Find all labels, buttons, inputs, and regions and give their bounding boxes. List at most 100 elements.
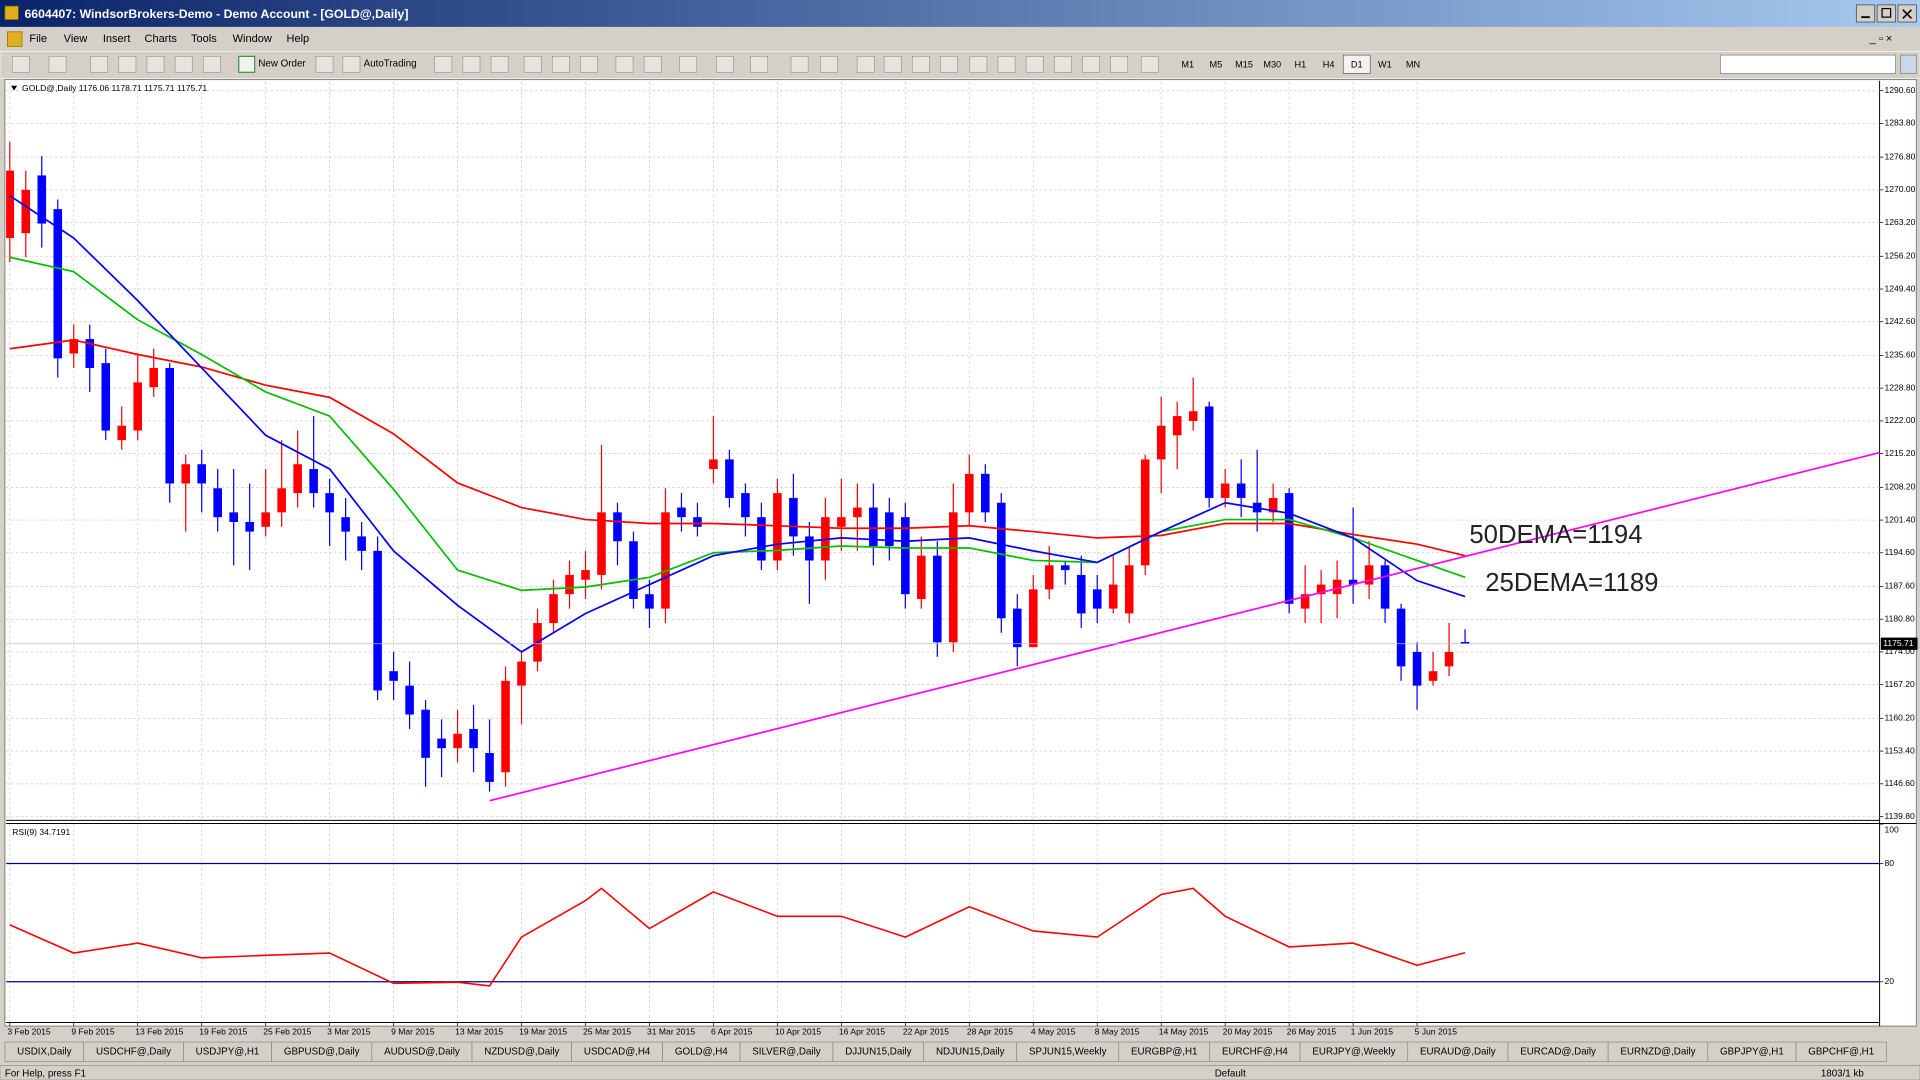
toolbar-button[interactable]	[462, 56, 481, 73]
toolbar-button[interactable]	[202, 56, 221, 73]
toolbar-button[interactable]	[679, 56, 698, 73]
tab[interactable]	[1795, 1041, 1887, 1062]
toolbar-button[interactable]	[1140, 56, 1159, 73]
toolbar-button[interactable]	[1110, 56, 1129, 73]
toolbar-button[interactable]	[315, 56, 334, 73]
toolbar-button[interactable]	[820, 56, 838, 73]
search-box[interactable]	[1720, 54, 1896, 74]
tab-label[interactable]: NDJUN15,Daily	[936, 1046, 1005, 1057]
toolbar-button[interactable]	[551, 56, 570, 73]
toolbar-button[interactable]	[90, 56, 109, 73]
candle-body	[37, 175, 47, 224]
toolbar-button[interactable]	[940, 56, 958, 73]
candle-body	[389, 671, 398, 681]
tab-label[interactable]: USDJPY@,H1	[196, 1046, 260, 1057]
candle-body	[357, 536, 366, 551]
toolbar-button[interactable]	[1025, 56, 1044, 73]
toolbar-button[interactable]	[997, 56, 1016, 73]
toolbar-button[interactable]	[523, 56, 542, 73]
candle-body	[309, 469, 318, 494]
toolbar-button[interactable]	[342, 56, 361, 73]
y-tick-label: 1187.60	[1884, 581, 1915, 591]
candle-body	[597, 512, 606, 575]
tab-label[interactable]: USDIX,Daily	[17, 1046, 71, 1057]
timeframe-button[interactable]: W1	[1378, 59, 1392, 69]
candle-body	[1156, 425, 1166, 460]
candle-body	[1364, 565, 1374, 585]
timeframe-button[interactable]: H1	[1295, 59, 1307, 69]
tab-label[interactable]: USDCAD@,H4	[584, 1046, 651, 1057]
toolbar-button[interactable]	[615, 56, 634, 73]
tab-label[interactable]: GBPJPY@,H1	[1720, 1046, 1784, 1057]
timeframe-button[interactable]: M15	[1235, 59, 1253, 69]
tab-label[interactable]: GOLD@,H4	[675, 1046, 728, 1057]
tab-label[interactable]: EURCHF@,H4	[1222, 1046, 1288, 1057]
menu-item[interactable]: Tools	[191, 33, 217, 45]
toolbar-button[interactable]	[716, 56, 734, 73]
y-tick-label: 1215.20	[1884, 448, 1915, 458]
menu-item[interactable]: Charts	[144, 33, 177, 45]
timeframe-button[interactable]: H4	[1323, 59, 1335, 69]
menu-item[interactable]: Help	[287, 33, 310, 45]
toolbar-button[interactable]	[883, 56, 902, 73]
tab-label[interactable]: SILVER@,Daily	[752, 1046, 821, 1057]
menu-item[interactable]: File	[29, 33, 47, 45]
info-arrow	[11, 85, 18, 91]
minimize-button[interactable]	[1855, 4, 1876, 23]
candle-body	[341, 517, 350, 532]
autotrading-button[interactable]: AutoTrading	[364, 58, 417, 69]
tab-label[interactable]: EURJPY@,Weekly	[1312, 1046, 1395, 1057]
tab-label[interactable]: SPJUN15,Weekly	[1029, 1046, 1107, 1057]
tab-label[interactable]: DJJUN15,Daily	[845, 1046, 911, 1057]
toolbar-button[interactable]	[1082, 56, 1100, 73]
x-tick-label: 19 Feb 2015	[199, 1027, 247, 1037]
restore-glyph[interactable]: _ ▫ ×	[1869, 33, 1893, 45]
menu-item[interactable]: View	[64, 33, 88, 45]
new-order-icon[interactable]	[238, 55, 256, 73]
timeframe-button[interactable]: M1	[1181, 59, 1194, 69]
tab-label[interactable]: EURGBP@,H1	[1131, 1046, 1197, 1057]
timeframe-button[interactable]: M30	[1263, 59, 1281, 69]
toolbar-button[interactable]	[118, 56, 137, 73]
candle-body	[437, 738, 446, 749]
tab-label[interactable]: EURNZD@,Daily	[1620, 1046, 1695, 1057]
toolbar-button[interactable]	[174, 56, 193, 73]
tab-label[interactable]: AUDUSD@,Daily	[384, 1046, 460, 1057]
timeframe-button[interactable]: M5	[1210, 59, 1223, 69]
toolbar-button[interactable]	[969, 56, 988, 73]
window-title: 6604407: WindsorBrokers-Demo - Demo Acco…	[24, 7, 408, 21]
menu-item[interactable]: Window	[233, 33, 272, 45]
candle-body	[789, 497, 798, 537]
candle-body	[853, 507, 862, 518]
toolbar-button[interactable]	[750, 56, 769, 73]
toolbar-button[interactable]	[911, 56, 930, 73]
y-tick-label: 1290.60	[1884, 85, 1915, 95]
toolbar-button[interactable]	[1053, 56, 1072, 73]
toolbar-button[interactable]	[11, 56, 30, 73]
maximize-button[interactable]	[1876, 4, 1896, 23]
status-profile: Default	[1215, 1068, 1246, 1079]
candle-body	[965, 473, 974, 513]
search-options[interactable]	[1900, 54, 1917, 74]
new-order-button[interactable]: New Order	[258, 58, 306, 69]
candle-body	[1268, 497, 1278, 513]
toolbar-button[interactable]	[790, 56, 809, 73]
toolbar-button[interactable]	[580, 56, 598, 73]
toolbar-button[interactable]	[490, 56, 509, 73]
candle-body	[1284, 493, 1294, 604]
tab-label[interactable]: GBPUSD@,Daily	[284, 1046, 360, 1057]
toolbar-button[interactable]	[48, 56, 67, 73]
tab-label[interactable]: NZDUSD@,Daily	[484, 1046, 559, 1057]
timeframe-button[interactable]: D1	[1351, 59, 1363, 69]
toolbar-button[interactable]	[434, 56, 453, 73]
menu-item[interactable]: Insert	[103, 33, 131, 45]
tab-label[interactable]: EURCAD@,Daily	[1520, 1046, 1596, 1057]
toolbar-button[interactable]	[856, 56, 875, 73]
toolbar-button[interactable]	[146, 56, 165, 73]
toolbar-button[interactable]	[643, 56, 662, 73]
tab-label[interactable]: EURAUD@,Daily	[1420, 1046, 1496, 1057]
timeframe-button[interactable]: MN	[1406, 59, 1420, 69]
tab-label[interactable]: USDCHF@,Daily	[96, 1046, 171, 1057]
tab-label[interactable]: GBPCHF@,H1	[1808, 1046, 1874, 1057]
candle-body	[661, 512, 670, 609]
